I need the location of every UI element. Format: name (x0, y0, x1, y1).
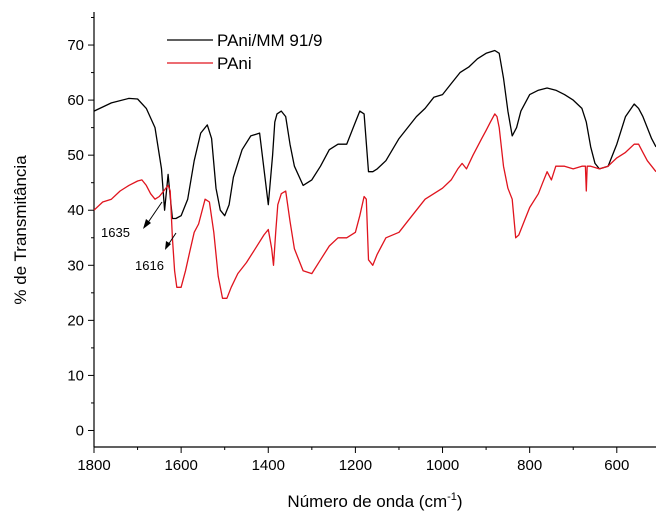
legend: PAni/MM 91/9 PAni (167, 31, 323, 73)
x-tick-label: 800 (517, 457, 542, 474)
y-tick-label: 0 (76, 422, 84, 439)
arrowhead-1616-icon (165, 241, 171, 250)
series-line-pani-mm (93, 49, 656, 220)
x-tick-label: 600 (604, 457, 629, 474)
annotation-1635: 1635 (101, 225, 130, 240)
x-tick-label: 1400 (252, 457, 285, 474)
x-tick-label: 1200 (339, 457, 372, 474)
y-tick-label: 20 (67, 312, 84, 329)
annotation-1616: 1616 (135, 258, 164, 273)
y-tick-label: 70 (67, 37, 84, 54)
arrowhead-1635-icon (143, 219, 151, 229)
legend-label-pani: PAni (217, 54, 252, 73)
y-tick-label: 50 (67, 147, 84, 164)
x-tick-label: 1600 (164, 457, 197, 474)
x-axis-title: Número de onda (cm-1) (287, 491, 462, 511)
series-group (93, 49, 656, 299)
y-tick-label: 10 (67, 367, 84, 384)
y-axis-title: % de Transmitância (11, 155, 30, 305)
annotations: 1635 1616 (101, 201, 177, 273)
y-tick-label: 60 (67, 92, 84, 109)
legend-label-pani-mm: PAni/MM 91/9 (217, 31, 323, 50)
arrow-1635 (146, 201, 163, 225)
ticks-group: 1800 1600 1400 1200 1000 800 600 0 10 20 30 40 50 60 7… (67, 17, 629, 474)
x-tick-label: 1000 (426, 457, 459, 474)
y-tick-label: 40 (67, 202, 84, 219)
x-tick-label: 1800 (77, 457, 110, 474)
series-line-pani (93, 113, 656, 299)
y-tick-label: 30 (67, 257, 84, 274)
